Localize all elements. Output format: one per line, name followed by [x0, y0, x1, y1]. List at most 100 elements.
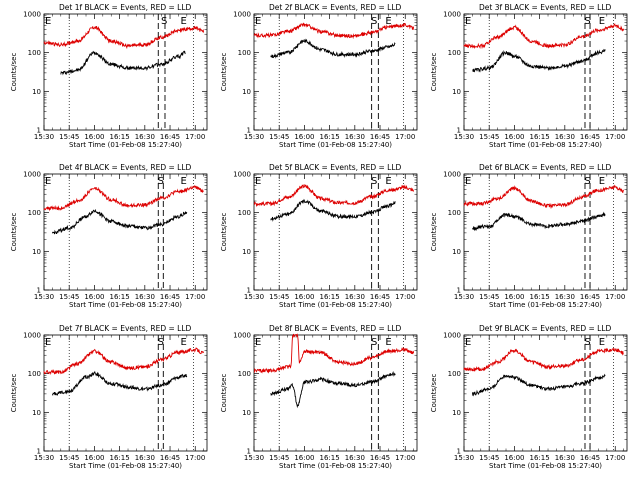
end-marker-label: E [180, 16, 186, 27]
x-tick-label: 15:45 [59, 133, 79, 141]
x-tick-label: 17:00 [395, 293, 415, 301]
y-tick-label: 100 [238, 49, 251, 57]
start-corner-marker: E [45, 176, 51, 187]
start-corner-marker: E [45, 337, 51, 348]
end-marker-label: E [180, 337, 186, 348]
end-marker-label: E [385, 16, 391, 27]
y-tick-label: 1000 [23, 332, 41, 340]
x-tick-label: 16:30 [135, 293, 155, 301]
panel-title: Det 9f BLACK = Events, RED = LLD [479, 324, 612, 333]
panel-title: Det 6f BLACK = Events, RED = LLD [479, 163, 612, 172]
plot-frame [43, 13, 208, 131]
lld-series-line [43, 185, 204, 212]
y-tick-label: 10 [452, 88, 461, 96]
x-axis-label: Start Time (01-Feb-08 15:27:40) [69, 301, 182, 309]
x-tick-label: 17:00 [185, 293, 205, 301]
y-tick-label: 10 [452, 248, 461, 256]
x-tick-label: 15:30 [244, 133, 264, 141]
y-tick-label: 1 [247, 127, 251, 135]
panel-title: Det 1f BLACK = Events, RED = LLD [59, 3, 192, 12]
lld-series-line [463, 347, 624, 372]
x-tick-label: 15:45 [479, 454, 499, 462]
x-tick-label: 16:00 [504, 293, 524, 301]
x-tick-label: 16:45 [580, 293, 600, 301]
x-axis-label: Start Time (01-Feb-08 15:27:40) [279, 301, 392, 309]
plot-frame [43, 173, 208, 291]
start-marker-label: S [161, 16, 167, 27]
y-tick-label: 1 [247, 448, 251, 456]
y-tick-label: 100 [448, 209, 461, 217]
lld-series-line [463, 184, 624, 210]
x-tick-label: 17:00 [185, 133, 205, 141]
x-tick-label: 16:45 [580, 133, 600, 141]
start-corner-marker: E [465, 176, 471, 187]
x-tick-label: 17:00 [605, 454, 625, 462]
panel-det-6: Det 6f BLACK = Events, RED = LLD 1 10 100 10… [430, 163, 628, 309]
panel-title: Det 4f BLACK = Events, RED = LLD [59, 163, 192, 172]
x-tick-label: 16:00 [294, 133, 314, 141]
panel-title: Det 2f BLACK = Events, RED = LLD [269, 3, 402, 12]
x-tick-label: 16:00 [294, 454, 314, 462]
panel-det-7: Det 7f BLACK = Events, RED = LLD 1 10 100 10… [10, 324, 208, 470]
x-tick-label: 16:30 [135, 133, 155, 141]
y-axis-label: Counts/sec [10, 53, 18, 92]
x-tick-label: 16:00 [294, 293, 314, 301]
events-series-line [472, 211, 606, 232]
start-corner-marker: E [255, 16, 261, 27]
y-tick-label: 1000 [443, 171, 461, 179]
start-corner-marker: E [465, 16, 471, 27]
y-tick-label: 10 [452, 409, 461, 417]
x-tick-label: 15:30 [244, 454, 264, 462]
x-tick-label: 17:00 [395, 133, 415, 141]
x-tick-label: 16:45 [160, 133, 180, 141]
panel-det-8: Det 8f BLACK = Events, RED = LLD 1 10 100 10… [220, 324, 418, 470]
y-tick-label: 1000 [443, 11, 461, 19]
start-marker-label: S [158, 337, 164, 348]
start-marker-label: S [371, 176, 377, 187]
x-tick-label: 17:00 [395, 454, 415, 462]
x-tick-label: 15:45 [269, 454, 289, 462]
x-tick-label: 16:30 [555, 133, 575, 141]
events-series-line [270, 38, 396, 59]
x-tick-label: 16:45 [580, 454, 600, 462]
start-marker-label: S [371, 16, 377, 27]
x-tick-label: 16:30 [555, 293, 575, 301]
events-series-line [270, 370, 396, 409]
x-tick-label: 16:15 [110, 133, 130, 141]
x-tick-label: 16:30 [345, 454, 365, 462]
y-axis-label: Counts/sec [220, 53, 228, 92]
x-tick-label: 17:00 [185, 454, 205, 462]
x-tick-label: 15:30 [454, 293, 474, 301]
x-tick-label: 16:15 [530, 133, 550, 141]
x-tick-label: 16:00 [504, 454, 524, 462]
y-tick-label: 1 [457, 287, 461, 295]
y-tick-label: 10 [32, 88, 41, 96]
x-tick-label: 16:30 [135, 454, 155, 462]
y-tick-label: 1000 [443, 332, 461, 340]
end-marker-label: E [385, 337, 391, 348]
y-axis-label: Counts/sec [430, 53, 438, 92]
x-axis-label: Start Time (01-Feb-08 15:27:40) [69, 141, 182, 149]
x-tick-label: 16:15 [320, 293, 340, 301]
y-tick-label: 100 [238, 370, 251, 378]
y-tick-label: 100 [28, 209, 41, 217]
plot-frame [253, 334, 418, 452]
x-axis-label: Start Time (01-Feb-08 15:27:40) [279, 462, 392, 470]
x-tick-label: 16:45 [160, 293, 180, 301]
lld-series-line [253, 183, 415, 208]
x-tick-label: 15:30 [34, 133, 54, 141]
x-tick-label: 15:30 [244, 293, 264, 301]
lld-series-line [463, 23, 625, 50]
events-series-line [472, 48, 606, 73]
lld-series-line [43, 25, 205, 50]
y-axis-label: Counts/sec [220, 374, 228, 413]
panel-det-9: Det 9f BLACK = Events, RED = LLD 1 10 100 10… [430, 324, 628, 470]
y-axis-label: Counts/sec [430, 213, 438, 252]
plot-frame [43, 334, 208, 452]
x-axis-label: Start Time (01-Feb-08 15:27:40) [69, 462, 182, 470]
y-tick-label: 1 [37, 448, 41, 456]
x-axis-label: Start Time (01-Feb-08 15:27:40) [489, 301, 602, 309]
start-corner-marker: E [465, 337, 471, 348]
x-tick-label: 15:45 [59, 454, 79, 462]
